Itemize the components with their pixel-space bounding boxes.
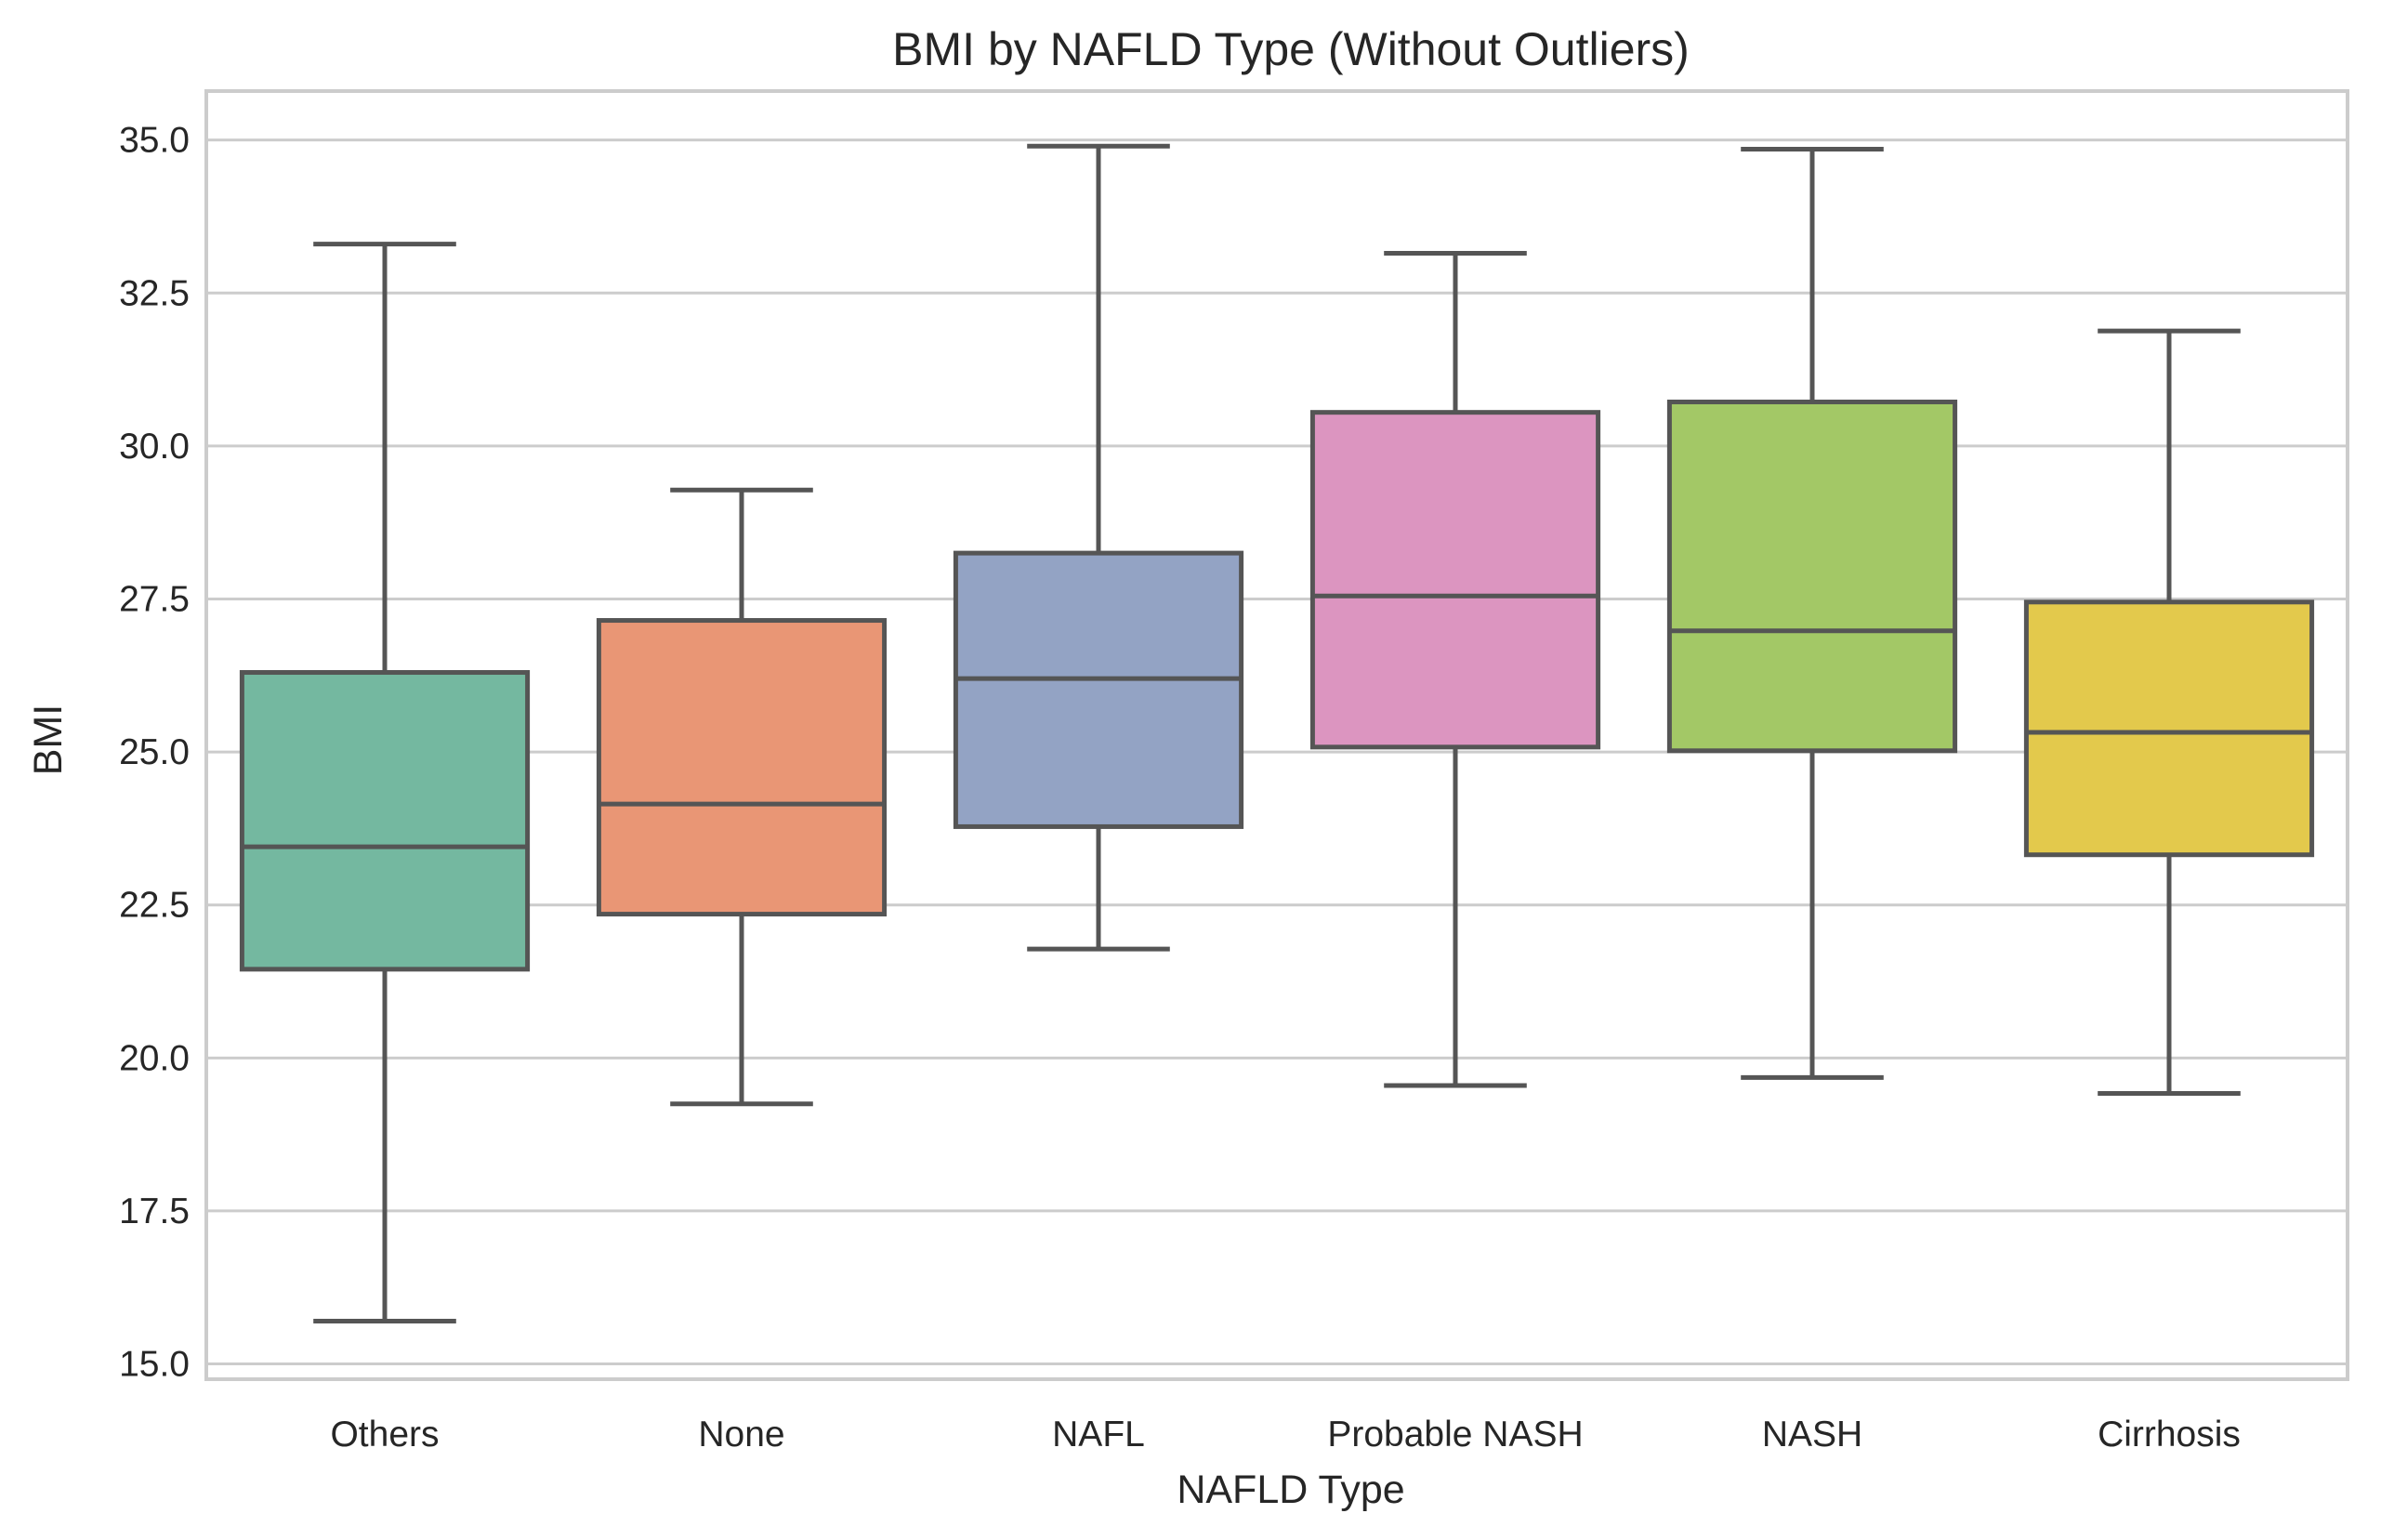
x-tick-label: None — [698, 1415, 784, 1454]
y-ticks: 15.0 17.5 20.0 22.5 25.0 27.5 30.0 32.5 35.0 — [119, 121, 190, 1385]
y-tick-label: 35.0 — [119, 121, 190, 161]
iqr-box — [1666, 399, 1958, 754]
y-tick-label: 20.0 — [119, 1038, 190, 1078]
y-tick-label: 30.0 — [119, 427, 190, 467]
y-axis-label: BMI — [26, 704, 71, 775]
box-none — [596, 487, 888, 1107]
box-cirrhosis — [2023, 328, 2315, 1097]
y-tick-label: 17.5 — [119, 1191, 190, 1231]
plot-frame — [204, 89, 2349, 1381]
y-tick-label: 15.0 — [119, 1345, 190, 1385]
iqr-box — [953, 550, 1244, 829]
x-tick-label: Cirrhosis — [2098, 1415, 2241, 1454]
box-others — [239, 242, 531, 1323]
y-tick-label: 25.0 — [119, 732, 190, 772]
chart-title: BMI by NAFLD Type (Without Outliers) — [892, 23, 1690, 75]
x-tick-label: NAFL — [1052, 1415, 1145, 1454]
gridlines — [206, 138, 2348, 1366]
x-tick-label: Others — [330, 1415, 439, 1454]
y-tick-label: 32.5 — [119, 273, 190, 313]
iqr-box — [2023, 599, 2315, 858]
x-ticks: Others None NAFL Probable NASH NASH Cirrhosis — [330, 1415, 2240, 1454]
boxes — [239, 143, 2315, 1323]
box-probable-nash — [1309, 250, 1601, 1088]
box-nash — [1666, 147, 1958, 1080]
y-tick-label: 27.5 — [119, 579, 190, 619]
iqr-box — [596, 618, 888, 917]
x-axis-label: NAFLD Type — [1177, 1468, 1404, 1512]
iqr-box — [1309, 410, 1601, 750]
x-tick-label: NASH — [1762, 1415, 1862, 1454]
y-tick-label: 22.5 — [119, 886, 190, 926]
iqr-box — [239, 670, 531, 972]
box-nafl — [953, 143, 1244, 952]
x-tick-label: Probable NASH — [1327, 1415, 1583, 1454]
